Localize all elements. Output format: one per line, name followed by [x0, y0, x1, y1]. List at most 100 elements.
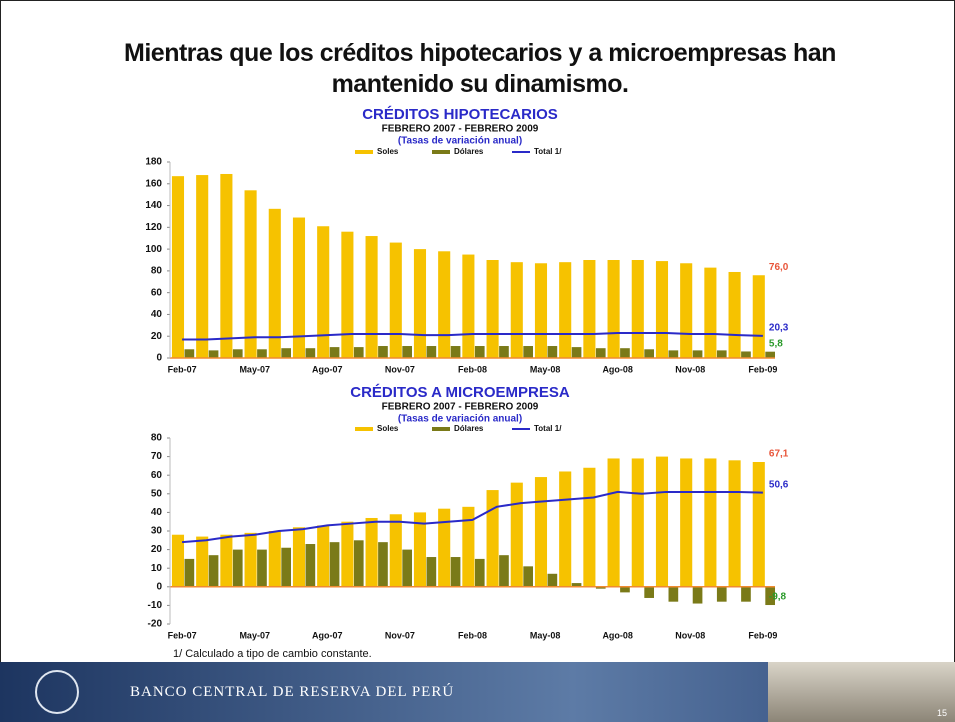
- logo: [35, 670, 79, 714]
- y-tick-label: 30: [151, 526, 163, 537]
- x-tick-label: Feb-08: [458, 630, 487, 640]
- bar: [583, 260, 596, 358]
- bar: [655, 261, 669, 358]
- legend-label: Total 1/: [534, 424, 562, 433]
- bar: [220, 534, 233, 587]
- x-tick-label: Feb-08: [458, 364, 487, 374]
- bar: [547, 573, 558, 587]
- bar: [692, 350, 703, 358]
- bar: [595, 586, 606, 589]
- x-tick-label: Nov-07: [385, 364, 415, 374]
- bar: [438, 251, 451, 358]
- bar: [402, 346, 412, 358]
- x-tick-label: May-07: [239, 364, 270, 374]
- value-label: 20,3: [769, 323, 789, 334]
- y-tick-label: -20: [148, 619, 163, 630]
- bar: [171, 534, 185, 587]
- footnote: 1/ Calculado a tipo de cambio constante.: [173, 648, 372, 660]
- bar: [510, 482, 523, 587]
- chart-subtitle: FEBRERO 2007 - FEBRERO 2009: [382, 124, 539, 135]
- bar: [534, 477, 548, 587]
- bar: [438, 508, 451, 587]
- bar: [728, 460, 741, 587]
- y-tick-label: -10: [148, 600, 163, 611]
- x-tick-label: Feb-09: [748, 364, 777, 374]
- chart-subtitle: FEBRERO 2007 - FEBRERO 2009: [382, 402, 539, 413]
- bar: [741, 351, 751, 358]
- y-tick-label: 120: [145, 222, 162, 233]
- x-tick-label: Feb-09: [748, 630, 777, 640]
- bar: [220, 173, 233, 358]
- y-tick-label: 80: [151, 433, 163, 444]
- x-tick-label: Nov-08: [675, 364, 705, 374]
- bar: [450, 346, 461, 358]
- bar: [644, 349, 654, 358]
- legend-label: Soles: [377, 147, 399, 156]
- bar: [378, 346, 388, 358]
- x-tick-label: Feb-07: [168, 630, 197, 640]
- bar: [607, 458, 620, 587]
- bar: [413, 512, 427, 587]
- slide-title: Mientras que los créditos hipotecarios y…: [124, 39, 836, 98]
- bar: [378, 542, 388, 587]
- bar: [389, 242, 402, 358]
- footer-band: BANCO CENTRAL DE RESERVA DEL PERÚ 15: [0, 662, 955, 722]
- line-series: [182, 331, 763, 341]
- value-label: 76,0: [769, 262, 789, 273]
- bar: [692, 586, 703, 604]
- x-tick-label: Nov-08: [675, 630, 705, 640]
- value-label: 67,1: [769, 449, 789, 460]
- y-tick-label: 0: [156, 353, 162, 364]
- bar: [341, 521, 354, 587]
- bar: [523, 346, 533, 358]
- x-tick-label: May-07: [239, 630, 270, 640]
- bar: [534, 263, 548, 358]
- bar: [704, 267, 717, 358]
- bar: [765, 351, 775, 358]
- x-tick-label: May-08: [530, 364, 561, 374]
- bar: [292, 527, 306, 587]
- bar: [257, 549, 267, 587]
- chart-title: CRÉDITOS HIPOTECARIOS: [362, 106, 558, 123]
- bar: [680, 458, 693, 587]
- bar: [486, 260, 499, 358]
- x-tick-label: Ago-07: [312, 364, 343, 374]
- bar: [281, 348, 291, 358]
- bar: [208, 350, 219, 358]
- bar: [523, 566, 533, 587]
- bar: [305, 544, 316, 587]
- bar: [196, 175, 209, 358]
- y-tick-label: 20: [151, 331, 163, 342]
- bar: [268, 531, 281, 587]
- y-tick-label: 60: [151, 287, 163, 298]
- legend-label: Dólares: [454, 147, 484, 156]
- bar: [499, 346, 509, 358]
- bar: [353, 540, 364, 587]
- bar: [765, 586, 775, 606]
- y-tick-label: 10: [151, 563, 163, 574]
- bar: [365, 236, 378, 358]
- x-tick-label: Feb-07: [168, 364, 197, 374]
- footer-text: BANCO CENTRAL DE RESERVA DEL PERÚ: [130, 684, 455, 700]
- y-tick-label: 70: [151, 451, 163, 462]
- y-tick-label: 60: [151, 470, 163, 481]
- y-tick-label: 20: [151, 544, 163, 555]
- bar: [510, 262, 523, 358]
- chart-title: CRÉDITOS A MICROEMPRESA: [350, 384, 570, 401]
- bar: [752, 461, 765, 587]
- bar: [244, 190, 257, 358]
- bar: [728, 271, 741, 358]
- bar: [559, 471, 572, 587]
- bar: [499, 555, 509, 587]
- bar: [680, 263, 693, 358]
- y-tick-label: 140: [145, 200, 162, 211]
- y-tick-label: 40: [151, 309, 163, 320]
- bar: [196, 536, 209, 587]
- bar: [365, 517, 378, 587]
- bar: [402, 549, 412, 587]
- y-tick-label: 50: [151, 488, 163, 499]
- x-tick-label: Nov-07: [385, 630, 415, 640]
- bar: [208, 555, 219, 587]
- x-tick-label: Ago-08: [602, 630, 633, 640]
- bar: [631, 458, 644, 587]
